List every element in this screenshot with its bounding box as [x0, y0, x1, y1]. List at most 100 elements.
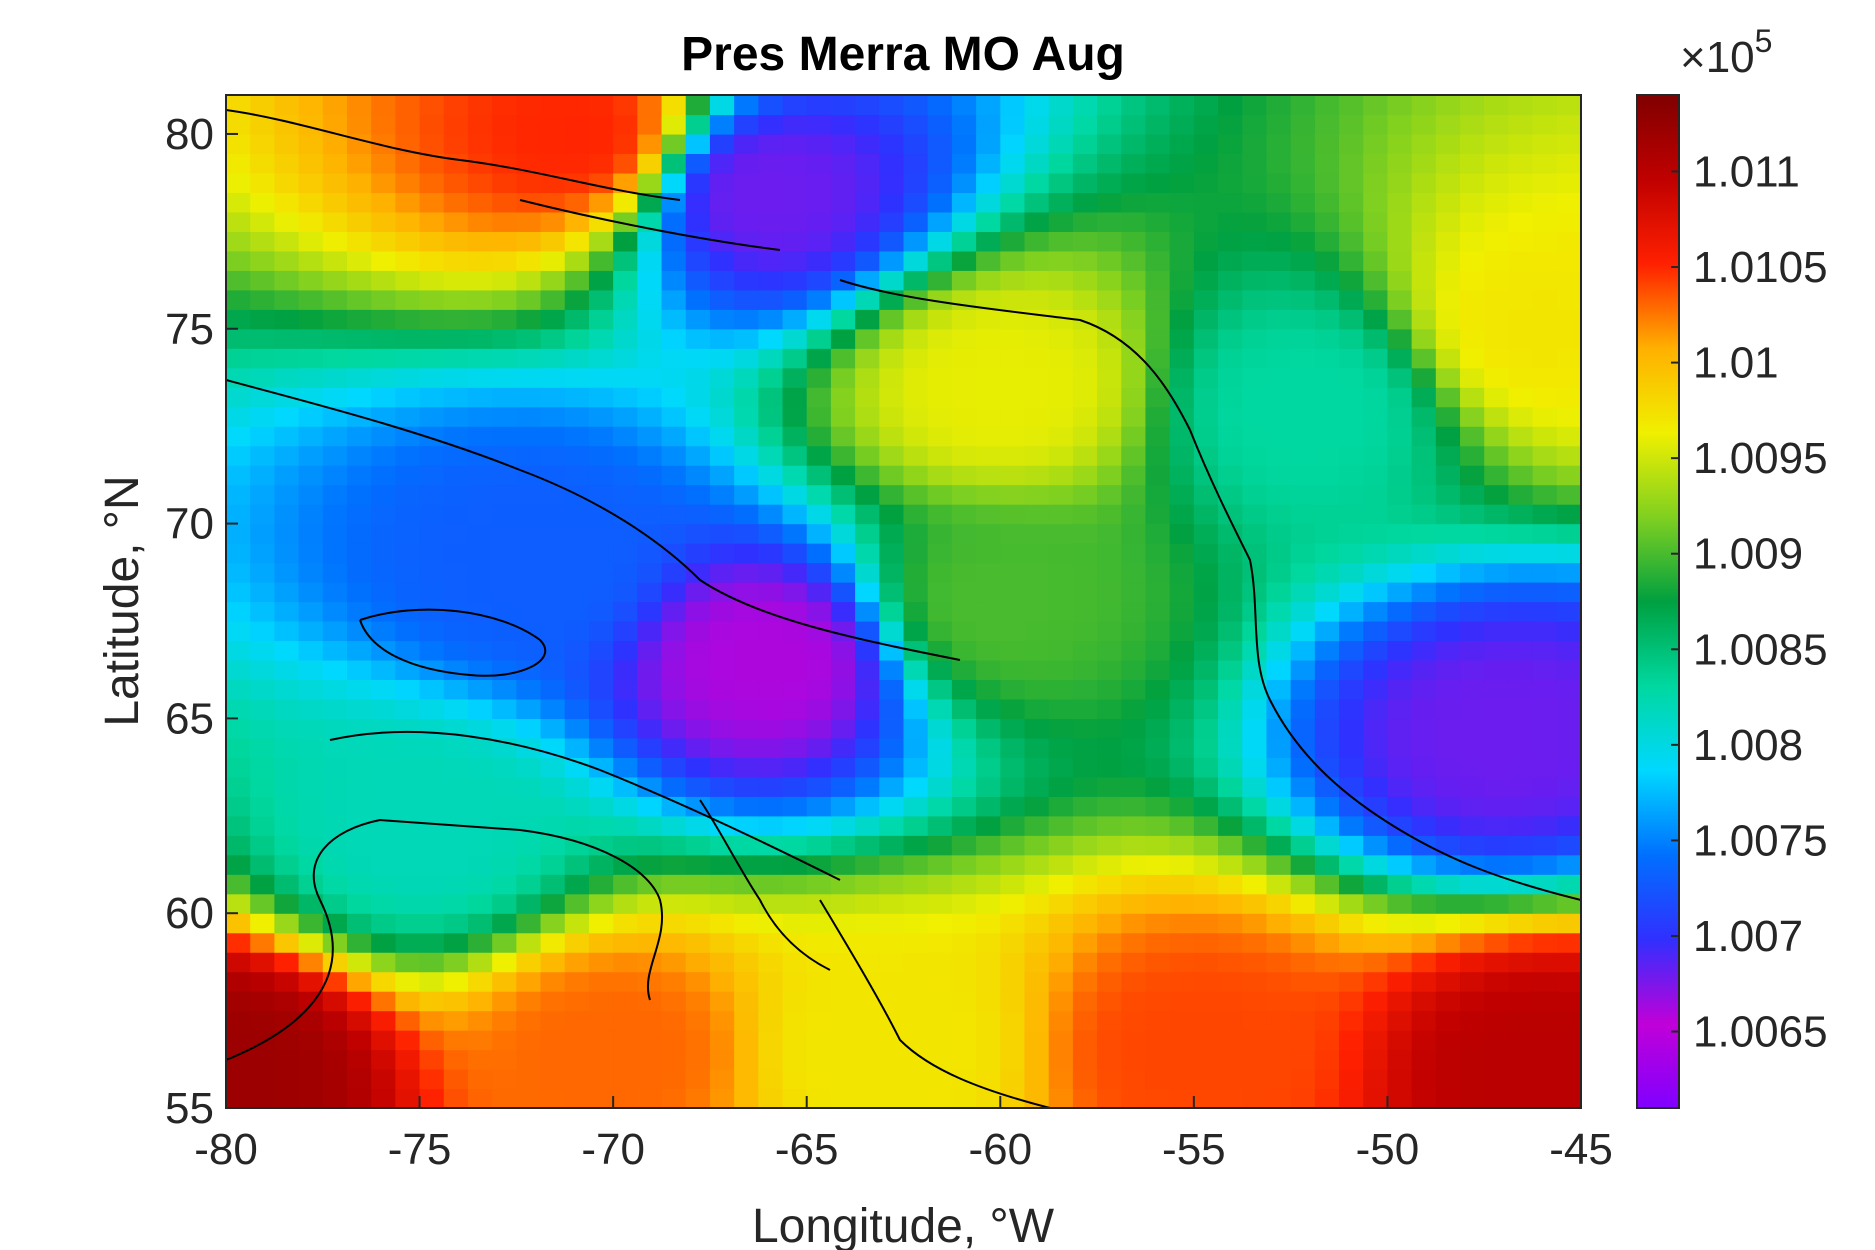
heatmap-cell: [1218, 562, 1243, 583]
heatmap-cell: [1435, 835, 1461, 856]
heatmap-cell: [758, 1030, 784, 1051]
heatmap-cell: [419, 133, 445, 155]
heatmap-cell: [1290, 1088, 1316, 1108]
heatmap-cell: [250, 952, 275, 973]
heatmap-cell: [250, 796, 275, 817]
heatmap-cell: [1000, 971, 1026, 992]
heatmap-cell: [1072, 893, 1098, 914]
heatmap-cell: [1387, 815, 1413, 836]
heatmap-cell: [1048, 815, 1074, 836]
heatmap-cell: [830, 679, 856, 700]
heatmap-cell: [1048, 504, 1074, 525]
heatmap-cell: [322, 601, 348, 622]
heatmap-cell: [709, 932, 735, 953]
heatmap-cell: [1218, 874, 1243, 895]
heatmap-cell: [637, 913, 663, 934]
heatmap-cell: [1000, 835, 1026, 856]
heatmap-cell: [588, 854, 614, 875]
heatmap-cell: [588, 562, 614, 583]
heatmap-cell: [1024, 893, 1050, 914]
heatmap-cell: [492, 893, 517, 914]
heatmap-cell: [879, 523, 905, 544]
heatmap-cell: [830, 718, 856, 739]
heatmap-cell: [516, 465, 542, 486]
heatmap-cell: [395, 406, 421, 427]
heatmap-cell: [782, 757, 808, 778]
heatmap-cell: [685, 874, 711, 895]
heatmap-cell: [1048, 854, 1074, 875]
heatmap-cell: [1460, 1088, 1485, 1108]
heatmap-cell: [1556, 387, 1581, 408]
heatmap-cell: [1339, 874, 1364, 895]
heatmap-cell: [1193, 698, 1219, 719]
heatmap-cell: [250, 932, 275, 953]
heatmap-cell: [637, 328, 663, 349]
heatmap-cell: [1121, 659, 1147, 681]
heatmap-cell: [1000, 114, 1026, 135]
heatmap-cell: [1435, 640, 1461, 661]
heatmap-cell: [516, 776, 542, 797]
heatmap-cell: [371, 601, 396, 622]
heatmap-cell: [613, 913, 638, 934]
heatmap-cell: [1072, 737, 1098, 758]
heatmap-cell: [516, 328, 542, 349]
heatmap-cell: [709, 426, 735, 447]
heatmap-cell: [1460, 815, 1485, 836]
heatmap-cell: [371, 815, 396, 836]
heatmap-cell: [1145, 757, 1171, 778]
heatmap-cell: [927, 328, 953, 349]
heatmap-cell: [855, 757, 880, 778]
heatmap-cell: [758, 679, 784, 700]
x-tick-label: -70: [581, 1125, 645, 1174]
heatmap-cell: [588, 601, 614, 622]
heatmap-cell: [371, 328, 396, 349]
heatmap-cell: [1048, 562, 1074, 583]
heatmap-cell: [758, 484, 784, 505]
heatmap-cell: [395, 620, 421, 642]
heatmap-cell: [1460, 562, 1485, 583]
heatmap-cell: [1290, 582, 1316, 603]
heatmap-cell: [1000, 893, 1026, 914]
heatmap-cell: [613, 562, 638, 583]
heatmap-cell: [588, 387, 614, 408]
heatmap-cell: [1556, 504, 1581, 525]
heatmap-cell: [758, 504, 784, 525]
heatmap-cell: [637, 387, 663, 408]
heatmap-cell: [371, 562, 396, 583]
heatmap-cell: [1508, 543, 1534, 564]
heatmap-cell: [226, 698, 251, 719]
heatmap-cell: [1411, 367, 1437, 388]
heatmap-cell: [613, 718, 638, 739]
heatmap-cell: [782, 1030, 808, 1051]
heatmap-cell: [1218, 991, 1243, 1012]
heatmap-cell: [467, 1088, 493, 1108]
heatmap-cell: [1169, 445, 1195, 466]
heatmap-cell: [516, 893, 542, 914]
heatmap-cell: [443, 367, 469, 388]
heatmap-cell: [806, 153, 832, 174]
heatmap-cell: [1387, 640, 1413, 661]
heatmap-cell: [564, 406, 590, 427]
heatmap-cell: [443, 192, 469, 213]
heatmap-cell: [1024, 309, 1050, 330]
heatmap-cell: [226, 289, 251, 310]
heatmap-cell: [1145, 1088, 1171, 1108]
heatmap-cell: [976, 991, 1001, 1012]
heatmap-cell: [1290, 309, 1316, 330]
heatmap-cell: [346, 640, 372, 661]
heatmap-cell: [492, 835, 517, 856]
heatmap-cell: [1266, 737, 1292, 758]
heatmap-cell: [782, 893, 808, 914]
heatmap-cell: [855, 835, 880, 856]
heatmap-cell: [1387, 952, 1413, 973]
heatmap-cell: [1363, 172, 1389, 193]
heatmap-cell: [1363, 601, 1389, 622]
heatmap-cell: [637, 523, 663, 544]
heatmap-cell: [637, 796, 663, 817]
heatmap-cell: [1484, 1088, 1510, 1108]
heatmap-cell: [782, 406, 808, 427]
heatmap-cell: [516, 1088, 542, 1108]
heatmap-cell: [637, 133, 663, 155]
heatmap-cell: [782, 211, 808, 232]
heatmap-cell: [1363, 1049, 1389, 1070]
